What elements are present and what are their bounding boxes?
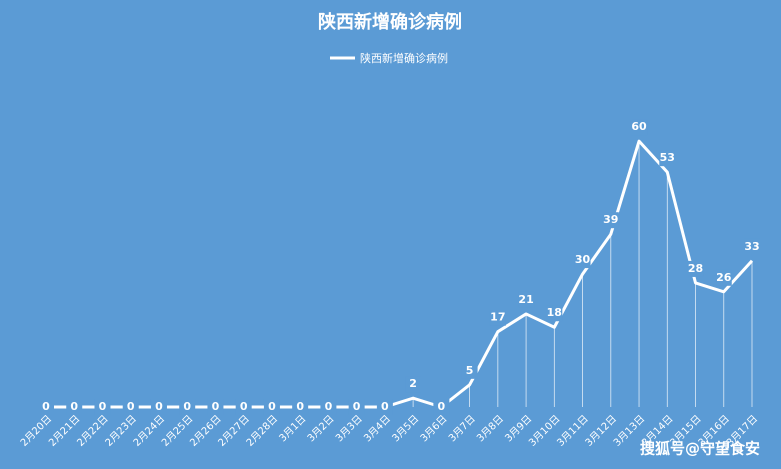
data-label: 0 [155, 400, 163, 413]
data-label: 0 [381, 400, 389, 413]
label-bg [687, 260, 704, 277]
label-bg [461, 362, 478, 379]
label-bg [631, 119, 648, 136]
label-bg [602, 212, 619, 229]
data-label: 17 [490, 311, 505, 324]
data-label: 2 [409, 377, 417, 390]
data-label: 33 [744, 240, 759, 253]
label-bg [122, 399, 139, 415]
label-bg [659, 150, 676, 167]
label-bg [150, 399, 167, 415]
data-label: 0 [70, 400, 78, 413]
data-label: 0 [42, 400, 50, 413]
data-label: 0 [296, 400, 304, 413]
label-bg [744, 238, 760, 255]
chart-title: 陕西新增确诊病例 [318, 11, 462, 33]
data-label: 21 [518, 293, 533, 306]
label-bg [66, 399, 83, 415]
data-label: 18 [547, 306, 562, 319]
data-label: 0 [353, 400, 361, 413]
label-bg [38, 399, 54, 415]
data-label: 5 [466, 364, 474, 377]
data-label: 53 [660, 151, 675, 164]
label-bg [405, 376, 422, 393]
label-bg [292, 399, 309, 415]
data-label: 0 [183, 400, 191, 413]
watermark: 搜狐号@守望食安 [640, 440, 760, 458]
label-bg [518, 291, 535, 308]
label-bg [235, 399, 252, 415]
data-label: 0 [325, 400, 333, 413]
data-label: 0 [240, 400, 248, 413]
label-bg [348, 399, 365, 415]
label-bg [376, 399, 393, 415]
data-label: 26 [716, 271, 732, 284]
data-label: 60 [631, 120, 647, 133]
data-label: 0 [99, 400, 107, 413]
label-bg [207, 399, 224, 415]
label-bg [263, 399, 280, 415]
legend-label: 陕西新增确诊病例 [360, 51, 448, 65]
data-label: 39 [603, 213, 618, 226]
label-bg [320, 399, 337, 415]
data-label: 30 [575, 253, 591, 266]
data-label: 0 [212, 400, 220, 413]
label-bg [433, 399, 450, 415]
data-label: 0 [438, 400, 446, 413]
label-bg [715, 269, 732, 286]
label-bg [94, 399, 111, 415]
label-bg [546, 305, 563, 322]
label-bg [489, 309, 506, 326]
data-label: 28 [688, 262, 703, 275]
data-label: 0 [127, 400, 135, 413]
label-bg [574, 252, 591, 269]
label-bg [179, 399, 196, 415]
data-label: 0 [268, 400, 276, 413]
